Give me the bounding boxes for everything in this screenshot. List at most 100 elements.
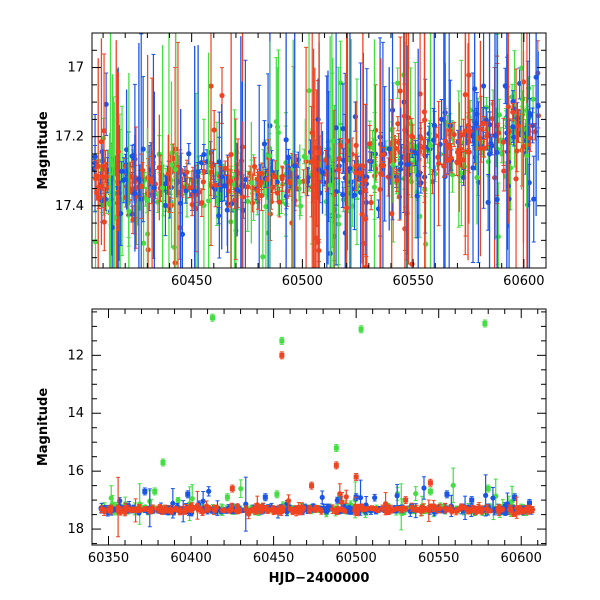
- top-data-point: [249, 185, 255, 191]
- top-data-point: [389, 211, 395, 217]
- bottom-outlier-point: [358, 326, 364, 332]
- top-data-point: [168, 162, 175, 168]
- bottom-data-point: [509, 498, 515, 504]
- top-plot-area: [92, 33, 542, 268]
- top-data-point: [460, 131, 467, 138]
- top-data-point: [474, 111, 480, 117]
- top-data-point: [477, 145, 483, 152]
- top-data-point: [500, 139, 507, 145]
- top-data-point: [335, 221, 342, 227]
- top-data-point: [99, 174, 106, 180]
- top-data-point: [454, 159, 460, 165]
- top-data-point: [126, 208, 132, 214]
- top-data-point: [192, 188, 198, 194]
- top-data-point: [368, 199, 374, 206]
- top-data-point: [470, 165, 476, 171]
- bottom-data-point: [357, 495, 364, 501]
- top-data-point: [106, 201, 113, 207]
- top-data-point: [526, 180, 532, 186]
- bottom-panel: 60350 60400 60450 60500 60550 6060012141618Ma…: [36, 308, 547, 586]
- top-data-point: [234, 187, 240, 193]
- top-data-point: [330, 138, 336, 144]
- top-streaks: [95, 33, 541, 268]
- top-data-point: [418, 135, 424, 141]
- top-x-tick-label: 60550: [392, 274, 433, 289]
- top-data-point: [351, 192, 358, 198]
- top-data-point: [397, 149, 403, 155]
- top-data-point: [466, 72, 472, 78]
- top-data-point: [435, 154, 441, 160]
- top-data-point: [363, 264, 369, 268]
- top-data-point: [162, 202, 168, 208]
- top-data-point: [439, 116, 445, 122]
- top-data-point: [501, 168, 507, 174]
- bottom-outlier-point: [427, 488, 433, 494]
- top-data-point: [285, 155, 292, 161]
- top-data-point: [410, 134, 416, 140]
- top-data-point: [336, 167, 342, 173]
- top-data-point: [381, 151, 387, 158]
- top-data-point: [274, 124, 281, 130]
- top-data-point: [520, 144, 527, 150]
- bottom-data-point: [200, 498, 206, 504]
- bottom-data-point: [450, 482, 456, 488]
- top-data-point: [340, 192, 346, 198]
- top-data-point: [472, 86, 478, 92]
- top-data-point: [124, 147, 130, 153]
- top-data-point: [360, 163, 366, 169]
- top-data-point: [392, 145, 399, 152]
- top-data-point: [186, 151, 192, 157]
- top-data-point: [245, 198, 251, 204]
- top-data-point: [398, 160, 404, 166]
- top-data-point: [533, 74, 539, 80]
- top-data-point: [389, 107, 396, 113]
- top-data-point: [494, 196, 500, 203]
- top-data-point: [327, 182, 333, 188]
- top-data-point: [208, 83, 214, 89]
- bottom-data-point: [490, 495, 496, 501]
- bottom-outlier-point: [160, 459, 166, 465]
- top-data-point: [144, 197, 151, 203]
- top-data-point: [431, 122, 437, 128]
- top-data-point: [510, 109, 516, 115]
- top-data-point: [101, 219, 107, 225]
- top-data-point: [242, 176, 248, 183]
- top-data-point: [372, 127, 379, 133]
- top-data-point: [505, 104, 511, 110]
- top-data-point: [245, 184, 251, 190]
- top-data-point: [140, 240, 147, 246]
- top-data-point: [404, 161, 410, 168]
- top-data-point: [136, 176, 142, 182]
- top-data-point: [93, 173, 99, 179]
- top-data-point: [261, 141, 268, 147]
- top-data-point: [344, 138, 351, 144]
- top-data-point: [515, 123, 522, 129]
- top-data-point: [527, 135, 533, 141]
- top-data-point: [427, 143, 434, 149]
- top-data-point: [443, 138, 449, 144]
- top-data-point: [258, 179, 265, 185]
- top-data-point: [315, 116, 321, 123]
- top-data-point: [359, 211, 365, 217]
- top-data-point: [518, 65, 525, 71]
- bottom-outlier-point: [279, 338, 285, 344]
- top-data-point: [211, 127, 217, 133]
- top-data-point: [397, 88, 403, 94]
- bottom-outlier-point: [210, 315, 216, 321]
- top-data-point: [140, 146, 146, 152]
- top-data-point: [492, 132, 498, 139]
- top-data-point: [465, 149, 471, 155]
- top-data-point: [509, 94, 515, 100]
- top-data-point: [98, 139, 105, 145]
- top-data-point: [216, 213, 222, 219]
- top-data-point: [201, 168, 207, 174]
- top-x-tick-label: 60450: [171, 274, 212, 289]
- top-data-point: [414, 193, 420, 199]
- top-data-point: [224, 207, 230, 213]
- top-data-point: [394, 177, 400, 184]
- top-data-point: [222, 165, 228, 171]
- top-data-point: [333, 125, 339, 131]
- top-data-point: [219, 174, 225, 180]
- top-data-point: [264, 176, 271, 182]
- top-data-point: [159, 185, 166, 191]
